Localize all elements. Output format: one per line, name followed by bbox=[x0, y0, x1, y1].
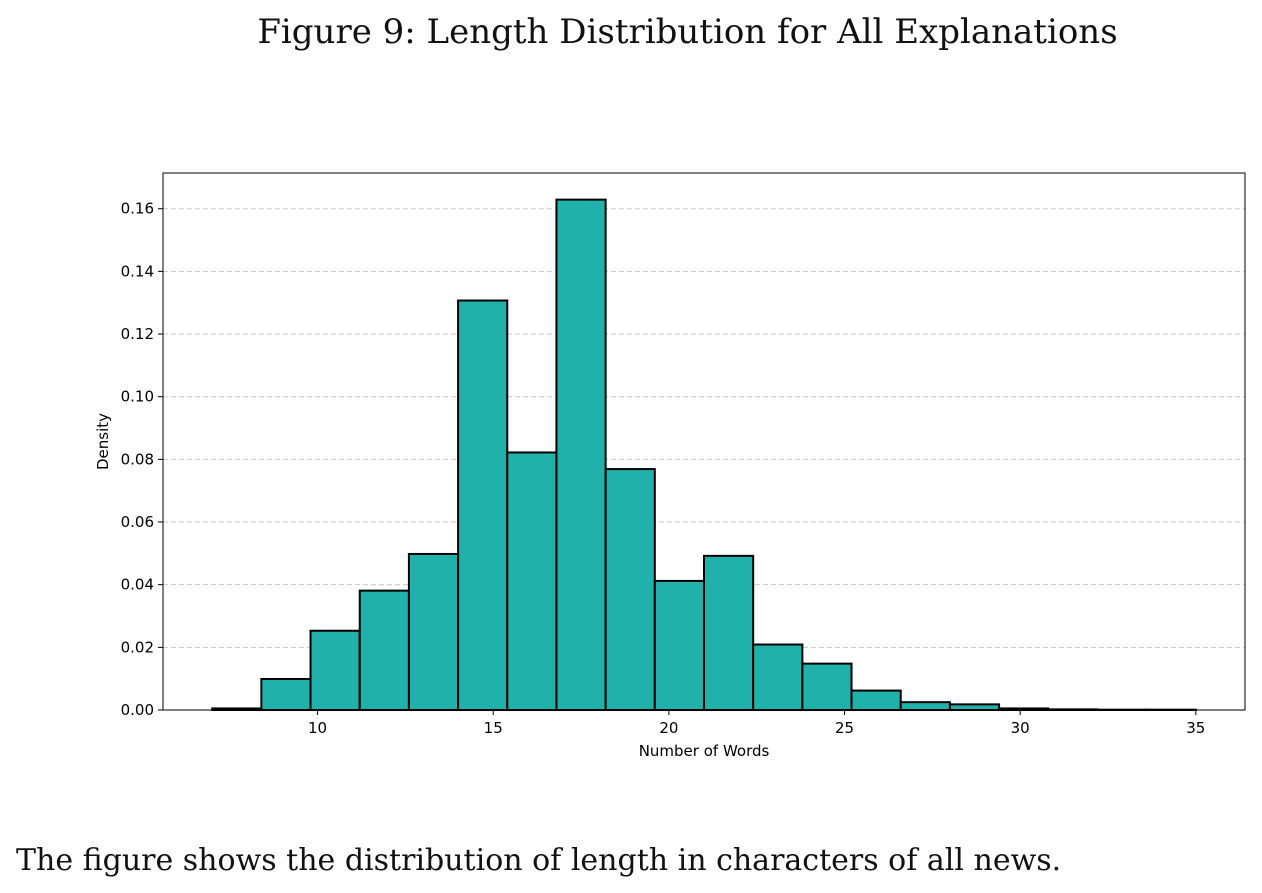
bars-group bbox=[211, 198, 1197, 712]
y-tick-label: 0.16 bbox=[121, 200, 154, 218]
plot-frame bbox=[162, 172, 1246, 711]
x-axis-ticks: 10 15 20 25 30 35 bbox=[308, 710, 1205, 737]
histogram-bar bbox=[457, 299, 509, 711]
histogram-bar bbox=[604, 468, 656, 711]
histogram-bar bbox=[358, 589, 410, 711]
histogram-bar bbox=[752, 643, 804, 711]
x-tick-label: 20 bbox=[659, 719, 678, 737]
figure-caption: The figure shows the distribution of len… bbox=[16, 843, 1062, 878]
y-tick-label: 0.12 bbox=[121, 325, 154, 343]
x-tick-label: 30 bbox=[1011, 719, 1030, 737]
y-tick-label: 0.14 bbox=[121, 262, 154, 280]
x-tick-label: 35 bbox=[1186, 719, 1205, 737]
x-tick-label: 25 bbox=[835, 719, 854, 737]
x-tick-label: 10 bbox=[308, 719, 327, 737]
histogram-bar bbox=[407, 552, 460, 712]
y-tick-label: 0.04 bbox=[121, 576, 154, 594]
histogram-bar bbox=[801, 662, 853, 712]
y-axis-label: Density bbox=[94, 413, 112, 470]
y-tick-label: 0.06 bbox=[121, 513, 154, 531]
x-axis-label: Number of Words bbox=[639, 742, 770, 760]
x-tick-label: 15 bbox=[484, 719, 503, 737]
histogram-bar bbox=[555, 198, 607, 712]
figure-title: Figure 9: Length Distribution for All Ex… bbox=[257, 12, 1118, 52]
y-tick-label: 0.02 bbox=[121, 638, 154, 656]
histogram-bar bbox=[850, 689, 902, 711]
histogram-bar bbox=[703, 554, 755, 711]
histogram-bar bbox=[899, 701, 951, 711]
histogram-bar bbox=[653, 579, 705, 712]
y-tick-label: 0.00 bbox=[121, 701, 154, 719]
histogram-bar bbox=[260, 677, 312, 712]
histogram-bar bbox=[948, 703, 1001, 711]
y-tick-label: 0.08 bbox=[121, 450, 154, 468]
histogram-bar bbox=[506, 451, 558, 711]
y-tick-label: 0.10 bbox=[121, 388, 154, 406]
histogram-bar bbox=[309, 629, 361, 712]
y-axis-ticks: 0.00 0.02 0.04 0.06 0.08 0.10 0.12 0.14 0.16 bbox=[121, 200, 163, 719]
